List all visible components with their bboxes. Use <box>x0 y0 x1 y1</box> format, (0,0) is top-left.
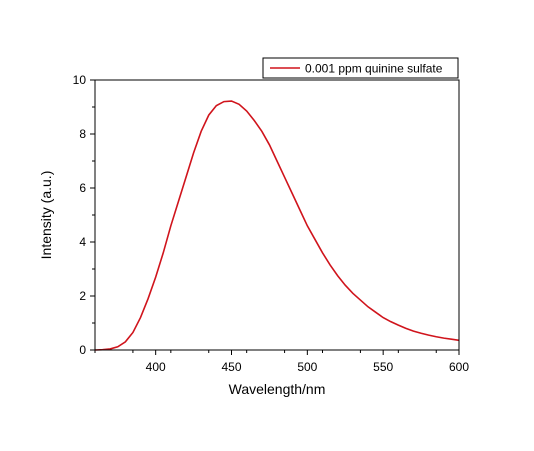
legend-label: 0.001 ppm quinine sulfate <box>305 62 443 76</box>
x-tick-label: 400 <box>146 360 166 374</box>
x-tick-label: 450 <box>221 360 241 374</box>
y-tick-label: 10 <box>73 73 87 87</box>
x-axis: 400 450 500 550 600 <box>94 350 469 374</box>
y-tick-label: 2 <box>79 289 86 303</box>
legend: 0.001 ppm quinine sulfate <box>262 57 459 79</box>
y-tick-label: 6 <box>79 181 86 195</box>
x-tick-label: 500 <box>297 360 317 374</box>
y-tick-label: 8 <box>79 127 86 141</box>
x-tick-label: 600 <box>449 360 469 374</box>
y-axis-label: Intensity (a.u.) <box>38 171 54 260</box>
x-tick-label: 550 <box>373 360 393 374</box>
y-axis: 0 2 4 6 8 10 <box>73 73 95 357</box>
series-line <box>94 100 460 351</box>
plot-frame <box>94 79 460 351</box>
y-tick-label: 4 <box>79 235 86 249</box>
x-axis-label: Wavelength/nm <box>229 381 326 397</box>
y-tick-label: 0 <box>79 343 86 357</box>
legend-box <box>262 57 459 79</box>
